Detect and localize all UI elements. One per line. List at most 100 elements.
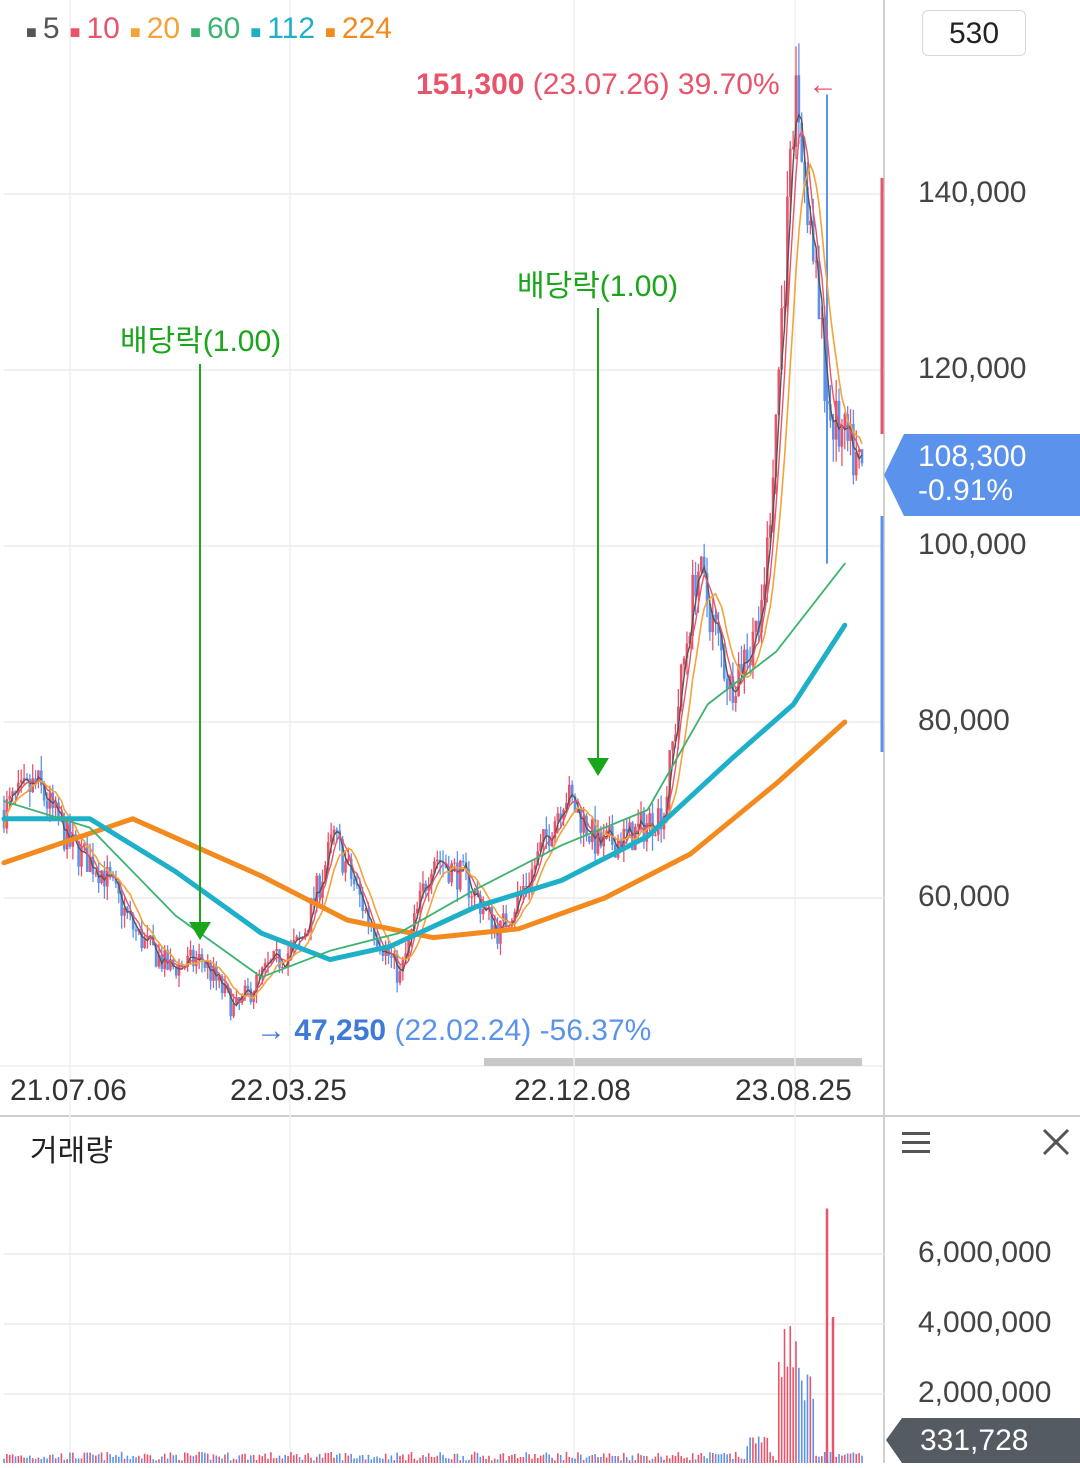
high-price-marker: 151,300 (23.07.26) 39.70% ←	[416, 68, 838, 102]
candle-body	[341, 839, 344, 873]
candle-body	[811, 220, 815, 262]
candle-body	[131, 914, 135, 930]
candle-body	[88, 856, 92, 872]
high-price: 151,300	[416, 68, 525, 101]
candle-body	[559, 813, 562, 820]
candle-body	[639, 812, 643, 824]
y-tick-label: 140,000	[918, 176, 1027, 209]
candle-body	[347, 858, 350, 862]
vol-tick-label: 6,000,000	[918, 1236, 1052, 1269]
candle-body	[415, 908, 419, 914]
legend-item-20[interactable]: ■ 20	[130, 12, 180, 45]
candle-body	[309, 898, 313, 931]
candle-body	[189, 949, 192, 956]
candle-body	[682, 658, 686, 665]
candle-body	[516, 892, 519, 912]
candle-body	[679, 664, 683, 707]
candle-body	[625, 828, 628, 832]
candle-body	[539, 841, 542, 852]
close-icon[interactable]	[1040, 1126, 1072, 1158]
candle-body	[671, 741, 674, 751]
candle-body	[817, 261, 821, 320]
candle-body	[648, 813, 651, 824]
candle-body	[481, 909, 485, 915]
high-pct: 39.70%	[677, 68, 780, 101]
candle-body	[361, 894, 364, 912]
candle-body	[513, 911, 517, 921]
candle-body	[619, 840, 623, 851]
legend-label: 112	[267, 12, 316, 45]
candle-body	[654, 834, 657, 836]
y-tick-label: 80,000	[918, 704, 1010, 737]
legend-swatch: ■	[26, 22, 37, 42]
low-date: (22.02.24)	[394, 1014, 532, 1047]
hamburger-menu-icon[interactable]	[902, 1130, 930, 1154]
candle-body	[860, 449, 864, 464]
candle-body	[602, 833, 606, 847]
candle-body	[786, 196, 789, 307]
candle-body	[447, 867, 451, 883]
legend-item-5[interactable]: ■ 5	[26, 12, 60, 45]
candle-body	[809, 220, 812, 226]
legend-item-60[interactable]: ■ 60	[190, 12, 240, 45]
candle-body	[857, 449, 861, 452]
candle-body	[476, 889, 479, 896]
candle-body	[249, 988, 253, 1003]
legend-label: 60	[206, 12, 241, 45]
candle-body	[51, 792, 55, 809]
candle-body	[83, 843, 86, 847]
candle-body	[418, 890, 422, 909]
candle-body	[344, 861, 347, 873]
candle-body	[427, 885, 430, 891]
scroll-bar[interactable]	[484, 1058, 862, 1066]
candle-body	[720, 633, 723, 651]
candle-body	[854, 451, 858, 476]
candle-body	[315, 875, 319, 904]
period-selector[interactable]: 530	[922, 10, 1026, 56]
candle-body	[800, 122, 804, 162]
candle-body	[450, 863, 453, 883]
candle-body	[304, 932, 307, 938]
candle-body	[166, 950, 169, 970]
volume-title: 거래량	[30, 1135, 113, 1168]
candle-body	[34, 778, 37, 783]
candle-body	[321, 881, 324, 898]
candle-body	[349, 858, 353, 880]
legend-item-112[interactable]: ■ 112	[250, 12, 315, 45]
ma-legend[interactable]: ■ 5 ■ 10 ■ 20 ■ 60 ■ 112 ■ 224	[26, 12, 402, 46]
candle-body	[22, 778, 26, 781]
candle-body	[791, 146, 795, 149]
candle-body	[413, 913, 416, 929]
candle-body	[126, 907, 129, 913]
legend-item-224[interactable]: ■ 224	[325, 12, 392, 45]
candle-body	[235, 997, 238, 1004]
candle-body	[186, 955, 189, 967]
y-tick-label: 120,000	[918, 352, 1027, 385]
candle-body	[375, 939, 379, 947]
candle-body	[573, 796, 577, 813]
candle-body	[677, 706, 680, 735]
candle-body	[163, 950, 166, 970]
candle-body	[295, 936, 298, 940]
candle-body	[223, 984, 227, 994]
candle-body	[570, 784, 574, 797]
candle-body	[117, 883, 121, 894]
candle-body	[490, 906, 494, 933]
candle-body	[65, 822, 69, 850]
candle-body	[550, 838, 554, 847]
candle-body	[192, 949, 195, 967]
x-tick-label: 22.03.25	[230, 1074, 347, 1107]
candle-body	[636, 823, 640, 827]
candle-body	[326, 842, 330, 866]
candle-body	[85, 843, 89, 872]
low-pct: -56.37%	[539, 1014, 652, 1047]
candle-body	[797, 75, 801, 123]
candle-body	[381, 951, 385, 956]
candle-body	[829, 404, 832, 421]
legend-label: 20	[146, 12, 181, 45]
legend-item-10[interactable]: ■ 10	[70, 12, 120, 45]
candle-body	[823, 317, 826, 401]
candle-body	[522, 886, 525, 892]
